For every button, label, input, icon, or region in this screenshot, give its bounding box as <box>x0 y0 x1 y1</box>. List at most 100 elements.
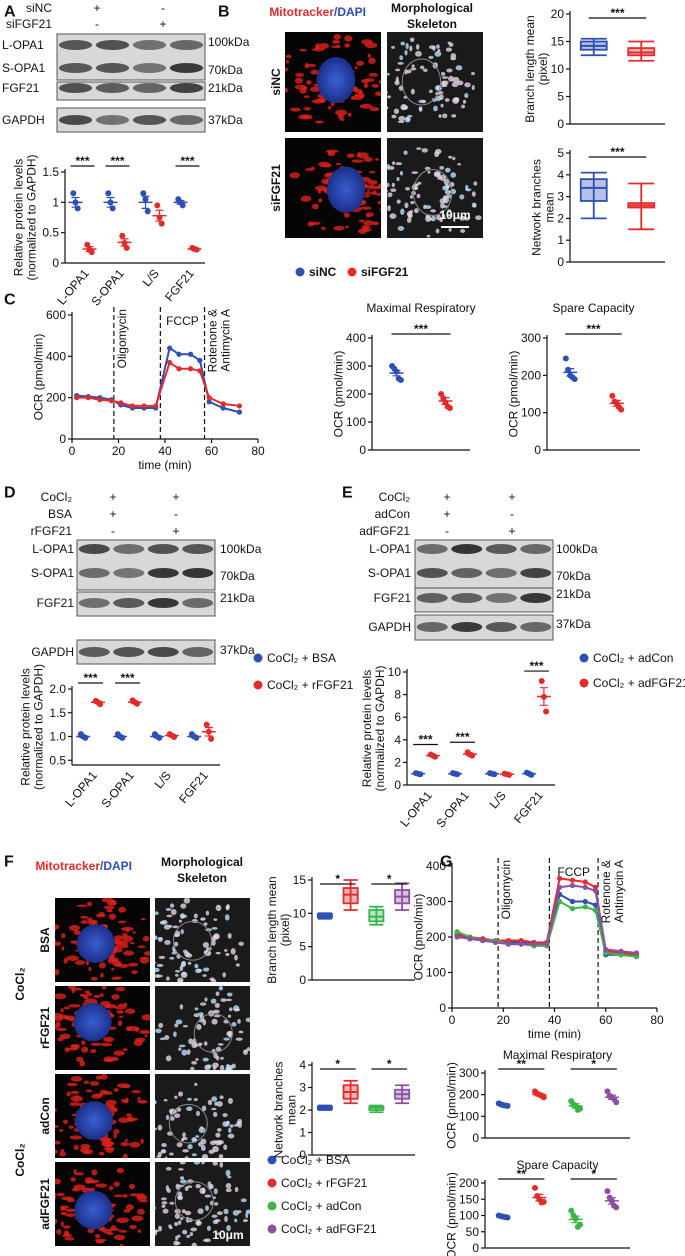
skeleton-dot <box>174 973 179 977</box>
mito <box>64 1232 70 1236</box>
skeleton-dot <box>447 213 451 217</box>
skeleton-dot <box>442 113 448 119</box>
skeleton-dot <box>399 171 404 176</box>
band <box>169 40 204 50</box>
skeleton-label: Skeleton <box>407 17 457 31</box>
mito <box>87 1228 95 1234</box>
skeleton-dot <box>387 72 390 76</box>
skeleton-dot <box>174 1213 181 1219</box>
skeleton-dot <box>182 1132 186 1138</box>
skeleton-dot <box>387 65 388 67</box>
channel-label: /DAPI <box>100 859 132 873</box>
skeleton-dot <box>214 1002 220 1009</box>
skeleton-dot <box>245 1212 249 1219</box>
y-tick-label: 10 <box>551 62 565 76</box>
skeleton-dot <box>173 1240 179 1246</box>
skeleton-dot <box>170 1116 175 1121</box>
condition-label: rFGF21 <box>31 524 73 538</box>
skeleton-dot <box>235 963 240 967</box>
band <box>451 568 483 578</box>
whisker <box>628 40 655 62</box>
mito <box>140 917 146 921</box>
mito <box>111 967 115 971</box>
band <box>58 83 93 93</box>
skeleton-dot <box>193 913 198 919</box>
skeleton-dot <box>447 41 452 45</box>
skeleton-dot <box>415 183 419 187</box>
skeleton-dot <box>188 1038 194 1045</box>
error-bar <box>535 1092 544 1097</box>
mito <box>120 926 134 931</box>
condition-mark: - <box>95 17 99 31</box>
skeleton-dot <box>227 1097 233 1105</box>
point <box>557 875 563 882</box>
band <box>147 544 179 554</box>
mito <box>298 114 310 120</box>
y-tick-label: 200 <box>459 1176 479 1190</box>
skeleton-dot <box>213 933 220 940</box>
band <box>95 83 130 93</box>
micrograph <box>155 1074 250 1158</box>
mito <box>129 1193 140 1197</box>
skeleton-dot <box>193 1162 201 1165</box>
skeleton-dot <box>439 165 445 170</box>
skeleton-dot <box>176 1142 183 1148</box>
skeleton-dot <box>457 80 464 86</box>
y-tick-label: 200 <box>426 930 446 944</box>
mito <box>344 35 353 42</box>
band <box>78 598 110 608</box>
skeleton-dot <box>216 1211 223 1216</box>
data-point <box>577 1105 584 1112</box>
skeleton-dot <box>433 105 438 112</box>
point <box>480 937 486 944</box>
skeleton-dot <box>166 914 173 918</box>
mito <box>74 960 86 966</box>
mito <box>371 83 379 88</box>
skeleton-dot <box>156 1157 158 1158</box>
condition-label: adCon <box>375 507 410 521</box>
skeleton-dot <box>209 977 215 982</box>
band <box>520 568 552 578</box>
skeleton-dot <box>225 1183 232 1189</box>
data-point <box>397 377 404 383</box>
phase-label: FCCP <box>166 314 199 328</box>
condition-mark: + <box>508 490 515 504</box>
skeleton-dot <box>212 1065 217 1070</box>
mito <box>114 935 124 940</box>
legend-swatch <box>267 1224 277 1234</box>
y-axis-label: OCR (pmol/min) <box>332 351 346 438</box>
band <box>78 568 110 578</box>
band-label: GAPDH <box>31 645 74 659</box>
mito <box>359 103 373 109</box>
skeleton-dot <box>157 1124 163 1131</box>
x-tick-label: 80 <box>251 444 265 458</box>
mito <box>85 1089 93 1093</box>
condition-mark: - <box>445 524 449 538</box>
mito <box>94 1238 107 1242</box>
y-tick-label: 4 <box>299 1058 306 1072</box>
skeleton-dot <box>410 200 415 205</box>
skeleton-dot <box>189 1232 194 1237</box>
skeleton-dot <box>461 104 466 109</box>
band-label: S-OPA1 <box>368 566 411 580</box>
x-tick-label: L/S <box>140 267 162 290</box>
skeleton-dot <box>430 209 436 213</box>
skeleton-dot <box>201 1144 206 1152</box>
skeleton-dot <box>163 924 171 930</box>
legend-label: CoCl₂ + adCon <box>593 651 673 665</box>
skeleton-dot <box>459 215 466 221</box>
y-tick-label: 0 <box>299 1148 306 1162</box>
condition-label: adFGF21 <box>359 524 410 538</box>
sig-label: *** <box>610 6 624 20</box>
nucleus <box>74 1190 113 1230</box>
skeleton-dot <box>180 1216 184 1221</box>
legend-label: CoCl₂ + adFGF21 <box>593 676 685 690</box>
sig-label: *** <box>120 671 134 685</box>
skeleton-dot <box>175 1019 183 1025</box>
micrograph <box>155 898 250 982</box>
mito <box>317 97 326 103</box>
skeleton-dot <box>195 1110 201 1117</box>
skeleton-dot <box>257 1015 263 1021</box>
skeleton-dot <box>240 1198 247 1203</box>
mito <box>125 1117 139 1121</box>
